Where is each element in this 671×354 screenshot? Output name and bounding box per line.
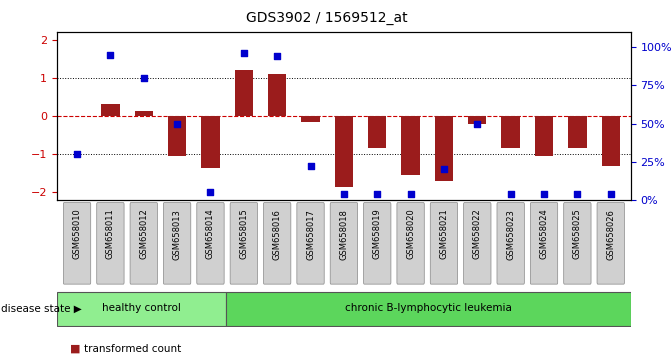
Point [338, 191, 349, 197]
Bar [335, 116, 353, 187]
Point [539, 191, 550, 197]
FancyBboxPatch shape [530, 202, 558, 284]
Bar [401, 116, 420, 175]
FancyBboxPatch shape [130, 202, 158, 284]
Bar [101, 104, 119, 116]
Point [572, 191, 582, 197]
FancyBboxPatch shape [197, 202, 224, 284]
Text: GSM658016: GSM658016 [272, 209, 282, 259]
FancyBboxPatch shape [57, 292, 225, 326]
Text: GSM658025: GSM658025 [573, 209, 582, 259]
FancyBboxPatch shape [564, 202, 591, 284]
Text: GSM658023: GSM658023 [506, 209, 515, 259]
Text: GSM658022: GSM658022 [473, 209, 482, 259]
Text: GSM658015: GSM658015 [240, 209, 248, 259]
Bar [602, 116, 620, 166]
Bar [368, 116, 386, 148]
Point [305, 164, 316, 169]
Text: GSM658024: GSM658024 [539, 209, 548, 259]
Point [238, 50, 249, 56]
Text: ■: ■ [70, 344, 81, 354]
FancyBboxPatch shape [225, 292, 631, 326]
Bar [435, 116, 453, 181]
FancyBboxPatch shape [364, 202, 391, 284]
Text: GSM658012: GSM658012 [140, 209, 148, 259]
FancyBboxPatch shape [297, 202, 324, 284]
Text: transformed count: transformed count [84, 344, 181, 354]
FancyBboxPatch shape [230, 202, 258, 284]
Point [505, 191, 516, 197]
Text: GSM658017: GSM658017 [306, 209, 315, 259]
Text: GSM658014: GSM658014 [206, 209, 215, 259]
Text: GSM658010: GSM658010 [72, 209, 82, 259]
Bar [168, 116, 187, 156]
Point [172, 121, 183, 126]
Point [105, 52, 116, 58]
Point [439, 167, 450, 172]
Text: healthy control: healthy control [102, 303, 181, 313]
Point [372, 191, 382, 197]
FancyBboxPatch shape [497, 202, 524, 284]
Bar [135, 112, 153, 116]
Text: disease state ▶: disease state ▶ [1, 304, 81, 314]
FancyBboxPatch shape [63, 202, 91, 284]
Text: GSM658013: GSM658013 [172, 209, 182, 259]
Bar [501, 116, 520, 148]
Text: GSM658019: GSM658019 [373, 209, 382, 259]
Text: GSM658018: GSM658018 [340, 209, 348, 259]
FancyBboxPatch shape [397, 202, 424, 284]
Point [72, 151, 83, 157]
Point [138, 75, 149, 81]
FancyBboxPatch shape [264, 202, 291, 284]
Point [405, 191, 416, 197]
Text: GDS3902 / 1569512_at: GDS3902 / 1569512_at [246, 11, 407, 25]
FancyBboxPatch shape [164, 202, 191, 284]
FancyBboxPatch shape [597, 202, 625, 284]
Bar [235, 70, 253, 116]
Bar [568, 116, 586, 148]
FancyBboxPatch shape [430, 202, 458, 284]
FancyBboxPatch shape [97, 202, 124, 284]
Text: GSM658011: GSM658011 [106, 209, 115, 259]
Bar [468, 116, 486, 124]
Point [205, 189, 216, 195]
Text: GSM658020: GSM658020 [406, 209, 415, 259]
Bar [201, 116, 219, 167]
Text: GSM658021: GSM658021 [440, 209, 448, 259]
Text: chronic B-lymphocytic leukemia: chronic B-lymphocytic leukemia [345, 303, 512, 313]
Point [605, 191, 616, 197]
Bar [301, 116, 319, 122]
Point [472, 121, 482, 126]
FancyBboxPatch shape [330, 202, 358, 284]
Bar [535, 116, 553, 156]
Bar [268, 74, 287, 116]
Text: GSM658026: GSM658026 [606, 209, 615, 259]
FancyBboxPatch shape [464, 202, 491, 284]
Point [272, 53, 282, 59]
